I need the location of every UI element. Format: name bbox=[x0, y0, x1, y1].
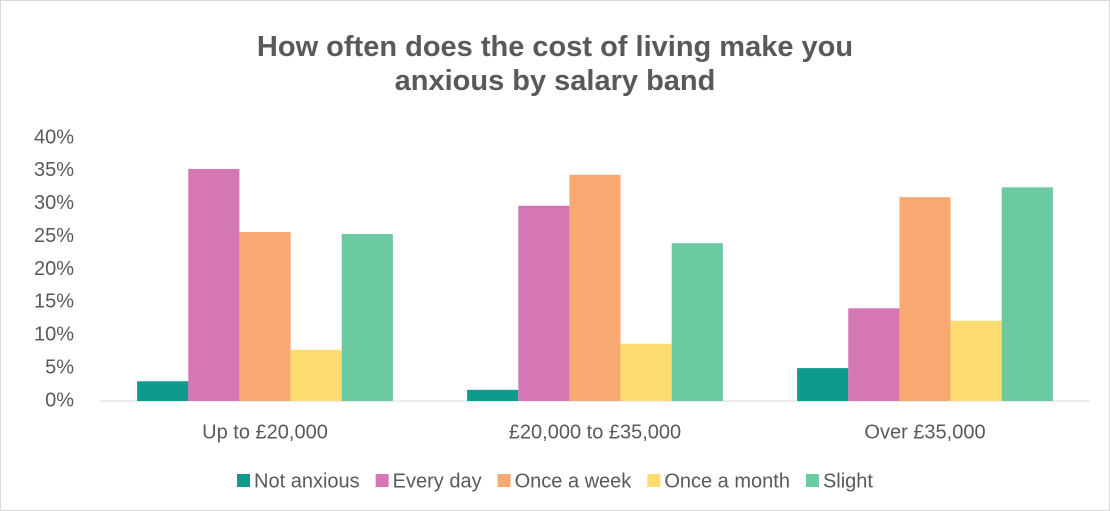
y-tick-label: 40% bbox=[34, 126, 74, 148]
y-tick-label: 10% bbox=[34, 324, 74, 346]
y-tick-label: 15% bbox=[34, 291, 74, 313]
bar bbox=[341, 233, 393, 401]
y-tick-label: 20% bbox=[34, 258, 74, 280]
bar bbox=[620, 343, 672, 401]
bar bbox=[950, 320, 1002, 401]
x-tick-label: Over £35,000 bbox=[864, 421, 985, 443]
x-tick-label: £20,000 to £35,000 bbox=[509, 421, 681, 443]
x-tick-label: Up to £20,000 bbox=[202, 421, 328, 443]
bar bbox=[671, 243, 723, 401]
legend-swatch bbox=[647, 474, 661, 487]
legend-label: Not anxious bbox=[254, 470, 360, 492]
bar bbox=[569, 174, 621, 401]
bar bbox=[290, 349, 342, 401]
legend-label: Once a month bbox=[664, 470, 790, 492]
legend-label: Slight bbox=[823, 470, 873, 492]
legend-label: Every day bbox=[393, 470, 482, 492]
legend-label: Once a week bbox=[515, 470, 633, 492]
legend-swatch bbox=[805, 474, 819, 487]
y-tick-label: 35% bbox=[34, 159, 74, 181]
bar bbox=[797, 368, 849, 401]
legend-swatch bbox=[237, 474, 251, 487]
y-tick-label: 25% bbox=[34, 225, 74, 247]
bar bbox=[518, 205, 570, 401]
bar bbox=[188, 168, 240, 401]
bar bbox=[848, 308, 900, 401]
bar bbox=[239, 232, 291, 401]
bar bbox=[467, 389, 519, 401]
legend-swatch bbox=[375, 474, 389, 487]
chart-title: How often does the cost of living make y… bbox=[256, 31, 854, 97]
bar bbox=[899, 197, 951, 401]
legend-swatch bbox=[497, 474, 511, 487]
y-tick-label: 5% bbox=[45, 356, 74, 378]
y-tick-label: 30% bbox=[34, 192, 74, 214]
bar bbox=[1001, 187, 1053, 401]
bar bbox=[137, 381, 189, 401]
y-tick-label: 0% bbox=[45, 389, 74, 411]
